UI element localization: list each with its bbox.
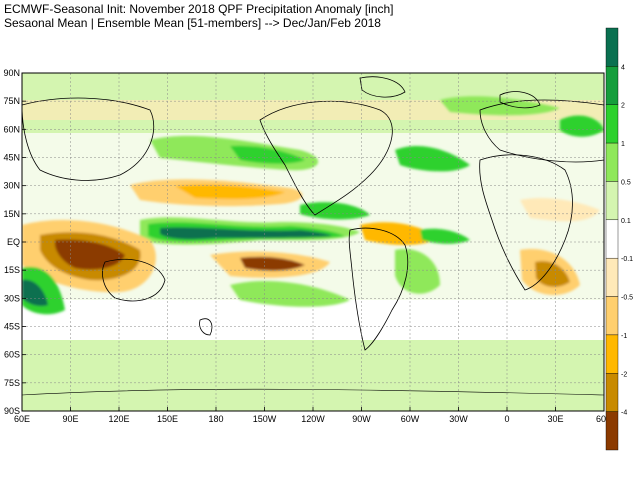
- southern-africa-dry-core: [535, 261, 570, 287]
- colorbar-swatch: [605, 373, 619, 412]
- colorbar-label: -1: [621, 333, 627, 340]
- colorbar-label: -2: [621, 371, 627, 378]
- colorbar-swatch: [605, 334, 619, 374]
- colorbar-label: 2: [621, 103, 625, 110]
- longitude-label: 180: [208, 414, 223, 424]
- latitude-label: 75S: [4, 378, 20, 388]
- pacific-wet-strong-core: [160, 227, 332, 240]
- south-pacific-wet-band: [230, 280, 350, 307]
- latitude-label: 60S: [4, 350, 20, 360]
- colorbar-swatch: [605, 257, 619, 297]
- north-america-outline: [259, 100, 393, 216]
- longitude-label: 30W: [449, 414, 468, 424]
- map-title-line-2: Sesaonal Mean | Ensemble Mean [51-member…: [4, 16, 381, 30]
- coastlines: [22, 76, 604, 396]
- central-america-wet-band: [300, 202, 370, 220]
- latitude-label: 30S: [4, 293, 20, 303]
- map-title-line-1: ECMWF-Seasonal Init: November 2018 QPF P…: [4, 2, 394, 16]
- longitude-label: 60W: [401, 414, 420, 424]
- south-america-wet: [395, 249, 440, 294]
- anomaly-field: [22, 73, 604, 411]
- longitude-label: 150W: [253, 414, 277, 424]
- greenland-outline: [359, 76, 406, 98]
- north-pacific-wet-core: [230, 145, 305, 164]
- sahel-dry-faint: [520, 198, 600, 222]
- colorbar-swatch: [605, 296, 619, 336]
- colorbar-label: -4: [621, 410, 627, 417]
- south-pacific-dry-core: [240, 256, 305, 271]
- atlantic-equatorial-dry: [360, 222, 440, 245]
- antarctica-outline: [22, 388, 604, 396]
- latitude-label: 75N: [3, 96, 20, 106]
- latitude-axis: 90N 75N 60N 45N 30N 15N EQ 15S 30S 45S 60S 75S 90S: [3, 68, 26, 416]
- longitude-label: 90W: [352, 414, 371, 424]
- colorbar-swatch: [605, 104, 619, 144]
- latitude-label: 90N: [3, 68, 20, 78]
- longitude-label: 60E: [14, 414, 30, 424]
- colorbar: 4 2 1 0.5 0.1 -0.1 -0.5 -1 -2 -4: [605, 27, 633, 451]
- longitude-label: 60E: [596, 414, 612, 424]
- colorbar-swatch: [605, 27, 619, 67]
- colorbar-label: 4: [621, 64, 625, 71]
- colorbar-swatch: [605, 219, 619, 259]
- latitude-label: 15S: [4, 265, 20, 275]
- colorbar-swatch: [605, 66, 619, 105]
- africa-outline: [479, 154, 573, 291]
- europe-outline: [499, 91, 541, 109]
- asia-outline: [22, 97, 155, 181]
- latitude-label: 45S: [4, 322, 20, 332]
- north-atlantic-wet-band: [395, 145, 470, 172]
- longitude-label: 120E: [108, 414, 129, 424]
- latitude-label: 90S: [4, 406, 20, 416]
- longitude-label: 120W: [301, 414, 325, 424]
- colorbar-label: 0.5: [621, 179, 631, 186]
- longitude-label: 150E: [157, 414, 178, 424]
- latitude-label: 30N: [3, 181, 20, 191]
- siberia-wet: [560, 115, 604, 137]
- colorbar-label: -0.5: [621, 295, 633, 302]
- australia-outline: [102, 258, 166, 302]
- south-indian-wet-core: [22, 279, 48, 307]
- graticule: [22, 73, 604, 411]
- longitude-axis: 60E 90E 120E 150E 180 150W 120W 90W 60W 30W 0 30E 60…: [14, 407, 612, 424]
- colorbar-swatch: [605, 411, 619, 451]
- longitude-label: 90E: [62, 414, 78, 424]
- colorbar-label: 1: [621, 141, 625, 148]
- southern-ocean-wet-faint-band: [22, 340, 604, 411]
- maritime-continent-dry-extreme: [55, 239, 125, 270]
- colorbar-label: -0.1: [621, 256, 633, 263]
- colorbar-swatch: [605, 181, 619, 221]
- colorbar-label: 0.1: [621, 218, 631, 225]
- latitude-label: 15N: [3, 209, 20, 219]
- longitude-label: 0: [504, 414, 509, 424]
- latitude-label: 45N: [3, 153, 20, 163]
- north-pacific-dry-core: [175, 184, 285, 200]
- latitude-label: EQ: [7, 237, 20, 247]
- colorbar-swatch: [605, 142, 619, 182]
- atlantic-equatorial-wet: [420, 228, 470, 244]
- longitude-label: 30E: [547, 414, 563, 424]
- latitude-label: 60N: [3, 124, 20, 134]
